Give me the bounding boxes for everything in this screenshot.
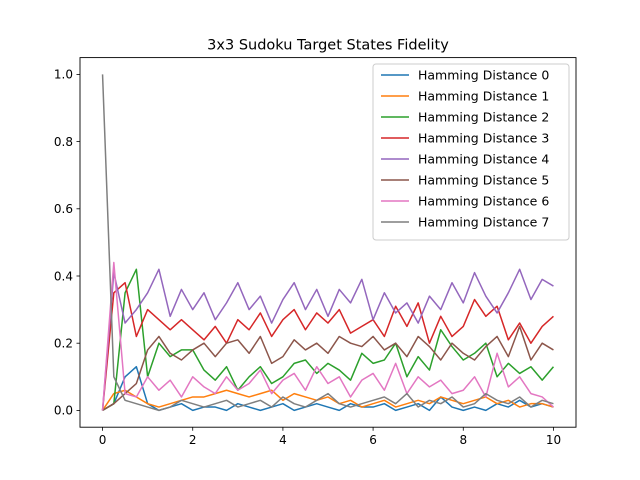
x-tick-label: 0 — [99, 433, 107, 447]
y-tick-label: 1.0 — [54, 68, 73, 82]
y-tick-label: 0.6 — [54, 202, 73, 216]
series-line-5 — [102, 325, 554, 412]
legend-label-6: Hamming Distance 6 — [418, 194, 549, 209]
legend-label-1: Hamming Distance 1 — [418, 89, 549, 104]
legend-label-7: Hamming Distance 7 — [418, 215, 549, 230]
chart-title: 3x3 Sudoku Target States Fidelity — [207, 38, 449, 54]
legend-label-5: Hamming Distance 5 — [418, 173, 549, 188]
series-line-1 — [101, 389, 554, 411]
legend: Hamming Distance 0 Hamming Distance 1 Hamm… — [372, 63, 570, 241]
y-tick-label: 0.0 — [54, 404, 73, 418]
series-line-4 — [101, 268, 554, 411]
x-axis: 0 2 4 6 8 10 — [99, 427, 561, 447]
legend-box — [372, 63, 570, 241]
legend-label-0: Hamming Distance 0 — [418, 68, 549, 83]
series-line-2 — [102, 268, 555, 412]
x-tick-label: 6 — [369, 433, 377, 447]
legend-label-4: Hamming Distance 4 — [418, 152, 549, 167]
legend-label-3: Hamming Distance 3 — [418, 131, 549, 146]
x-tick-label: 4 — [279, 433, 287, 447]
y-axis: 0.0 0.2 0.4 0.6 0.8 1.0 — [54, 68, 80, 418]
legend-label-2: Hamming Distance 2 — [418, 110, 549, 125]
y-tick-label: 0.4 — [54, 269, 73, 283]
x-tick-label: 8 — [459, 433, 467, 447]
y-tick-label: 0.8 — [54, 135, 73, 149]
series-line-3 — [101, 281, 554, 411]
series-layer — [101, 74, 555, 412]
series-line-7 — [101, 74, 554, 412]
axes-frame — [79, 57, 577, 428]
series-line-0 — [102, 365, 554, 412]
y-tick-label: 0.2 — [54, 337, 73, 351]
series-line-6 — [101, 261, 554, 411]
x-tick-label: 10 — [546, 433, 561, 447]
x-tick-label: 2 — [189, 433, 197, 447]
